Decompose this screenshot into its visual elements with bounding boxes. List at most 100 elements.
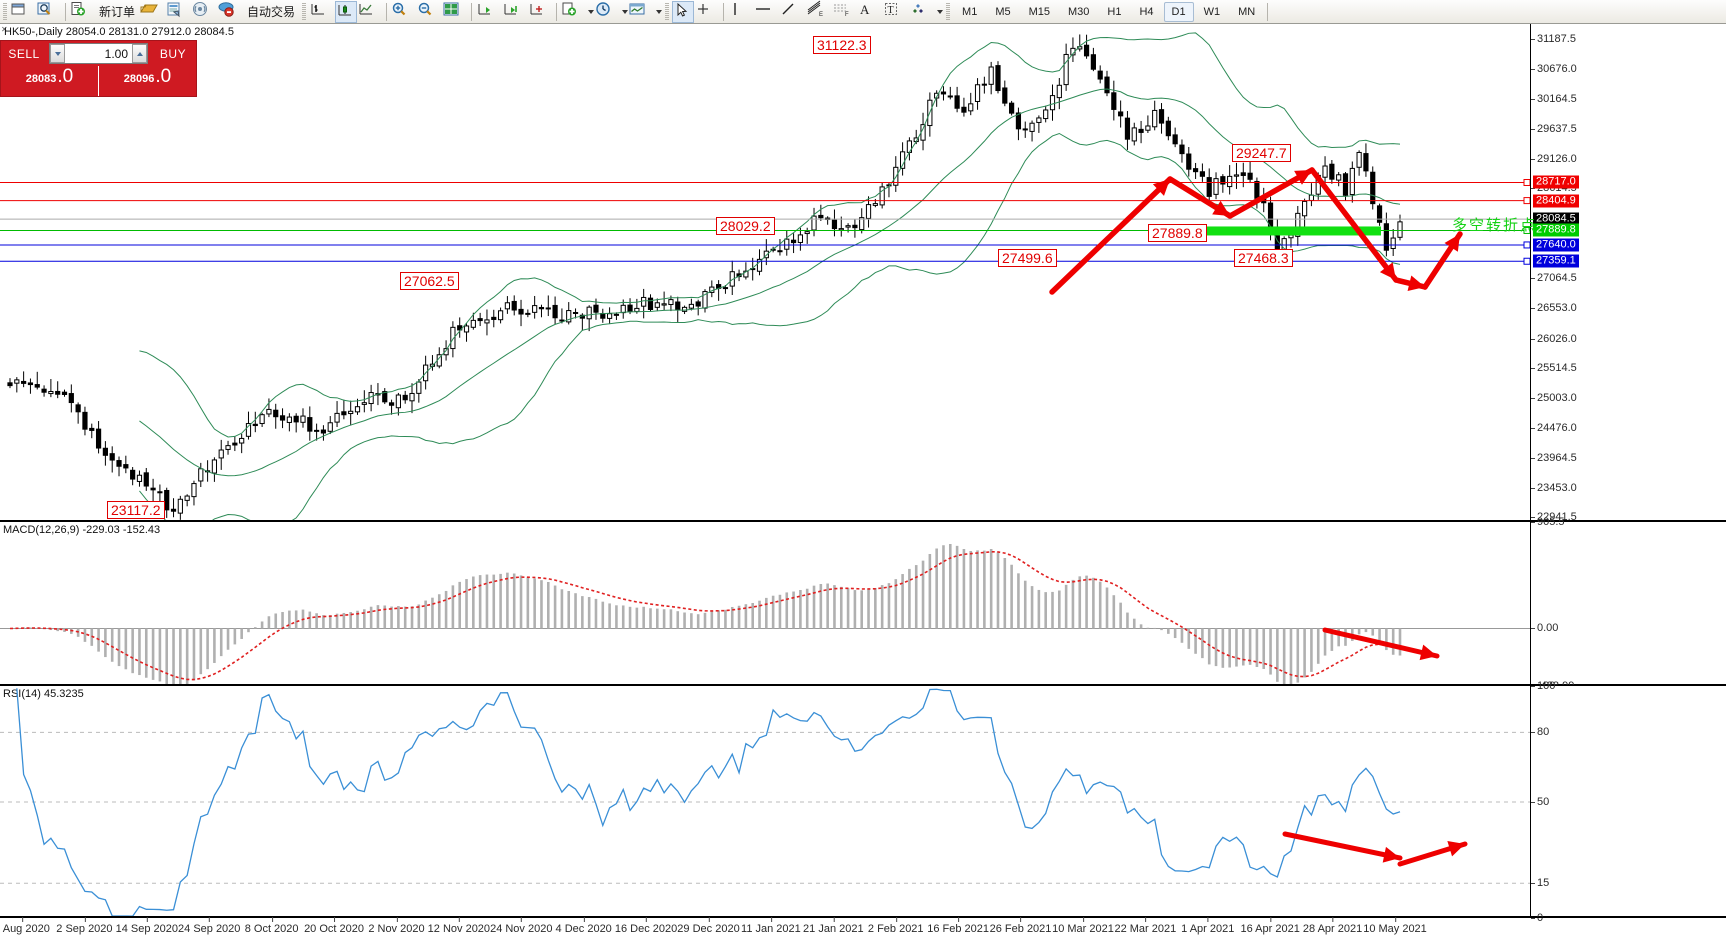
buy-label[interactable]: BUY xyxy=(159,46,187,61)
templates-icon[interactable] xyxy=(628,1,654,23)
macd-y-axis[interactable]: 905.50.00-488.99 xyxy=(1530,516,1726,692)
axis-tick: 100 xyxy=(1530,680,1556,692)
date-tick: 28 Apr 2021 xyxy=(1302,917,1363,935)
volume-increase-button[interactable] xyxy=(132,44,147,63)
chart-symbol-header: HK50-,Daily 28054.0 28131.0 27912.0 2808… xyxy=(4,26,234,38)
axis-tick: 0 xyxy=(1530,912,1544,924)
vertical-line-icon[interactable] xyxy=(727,1,753,23)
crosshair-icon[interactable] xyxy=(694,1,720,23)
price-tag-support[interactable]: 27640.0 xyxy=(1533,238,1579,252)
price-tick: 31187.5 xyxy=(1531,33,1576,46)
date-tick: 2 Feb 2021 xyxy=(867,917,924,935)
equidistant-channel-icon[interactable]: E xyxy=(805,0,831,23)
price-tag-resistance[interactable]: 28404.9 xyxy=(1533,194,1579,208)
line-chart-icon[interactable] xyxy=(357,1,383,23)
trendline-icon[interactable] xyxy=(779,1,805,23)
data-window-icon[interactable] xyxy=(475,1,501,23)
price-tag-resistance[interactable]: 28717.0 xyxy=(1533,175,1579,189)
date-tick: 4 Dec 2020 xyxy=(555,917,612,935)
zoom-in-icon[interactable] xyxy=(390,1,416,23)
toolbar-separator-3 xyxy=(471,2,473,21)
chevron-down-icon[interactable] xyxy=(588,9,595,14)
one-click-trading-panel[interactable]: SELL 1.00 BUY 28083 .0 28096 .0 xyxy=(0,40,197,97)
sell-price-int: 28083 xyxy=(25,73,57,85)
autoscroll-icon[interactable] xyxy=(501,1,527,23)
volume-input[interactable]: 1.00 xyxy=(49,43,148,64)
timeframe-m30[interactable]: M30 xyxy=(1068,5,1090,18)
chart-shift-icon[interactable] xyxy=(527,1,553,23)
objects-list-icon[interactable] xyxy=(909,1,935,23)
text-label-icon[interactable]: A xyxy=(857,1,883,23)
sell-button[interactable]: 28083 .0 xyxy=(1,66,98,96)
chevron-down-icon-3[interactable] xyxy=(656,9,663,14)
rsi-y-axis[interactable]: 100 80 50 15 0 xyxy=(1530,680,1726,924)
price-tick: 24476.0 xyxy=(1531,422,1577,435)
rsi-pane[interactable]: RSI(14) 45.3235 100 80 50 15 0 xyxy=(0,680,1726,924)
new-order-label[interactable]: 新订单 xyxy=(99,5,136,19)
price-tick: 22941.5 xyxy=(1531,511,1577,524)
volume-decrease-button[interactable] xyxy=(50,44,65,63)
timeframe-d1[interactable]: D1 xyxy=(1163,1,1194,22)
rsi-chart-svg xyxy=(0,688,1530,916)
report-icon[interactable] xyxy=(165,1,191,23)
bar-chart-icon[interactable] xyxy=(309,1,335,23)
date-tick: 10 Mar 2021 xyxy=(1052,917,1114,935)
price-tag-support[interactable]: 27359.1 xyxy=(1533,254,1579,268)
price-tag-last-price[interactable]: 28084.5 xyxy=(1533,212,1579,226)
price-tick: 26026.0 xyxy=(1531,332,1577,345)
buy-price-dec: .0 xyxy=(155,66,172,87)
macd-pane[interactable]: MACD(12,26,9) -229.03 -152.43 905.50.00-… xyxy=(0,516,1726,692)
toolbar-grip[interactable] xyxy=(3,2,7,21)
svg-text:T: T xyxy=(888,5,894,16)
timeframe-m1[interactable]: M1 xyxy=(962,5,978,18)
timeframe-h4[interactable]: H4 xyxy=(1139,5,1154,18)
timeframe-h1[interactable]: H1 xyxy=(1107,5,1122,18)
tile-windows-icon[interactable] xyxy=(442,1,468,23)
zoom-out-icon[interactable] xyxy=(416,1,442,23)
price-plot-area[interactable] xyxy=(0,24,1530,520)
price-tag-support[interactable]: 27889.8 xyxy=(1533,223,1579,237)
volume-value[interactable]: 1.00 xyxy=(104,46,128,61)
zoom-region-icon[interactable] xyxy=(36,1,62,23)
expert-advisor-icon[interactable] xyxy=(217,1,243,23)
fibonacci-icon[interactable]: F xyxy=(831,1,857,23)
support-zone-highlight xyxy=(1173,226,1381,236)
rsi-plot-area[interactable] xyxy=(0,686,1530,916)
axis-tick: 15 xyxy=(1530,877,1550,890)
price-chart-pane[interactable]: 31187.530676.030164.529637.529126.028614… xyxy=(0,24,1726,524)
buy-button[interactable]: 28096 .0 xyxy=(99,66,196,96)
timeframe-mn[interactable]: MN xyxy=(1238,5,1256,18)
toolbar-grip-3[interactable] xyxy=(665,2,670,21)
window-icon[interactable] xyxy=(10,1,36,23)
toolbar-grip-4[interactable] xyxy=(946,2,951,21)
close-chart-icon[interactable]: ✕ xyxy=(1,25,8,34)
text-object-icon[interactable]: T xyxy=(883,1,909,23)
date-tick: 3 Aug 2020 xyxy=(0,917,50,935)
cursor-icon[interactable] xyxy=(672,0,695,23)
folder-icon[interactable] xyxy=(139,1,165,23)
timeframe-m15[interactable]: M15 xyxy=(1028,5,1050,18)
timeframe-w1[interactable]: W1 xyxy=(1203,5,1221,18)
toolbar-grip-2[interactable] xyxy=(302,2,307,21)
candlestick-chart-icon[interactable] xyxy=(335,0,358,23)
date-tick: 16 Apr 2021 xyxy=(1240,917,1300,935)
timeframe-m5[interactable]: M5 xyxy=(995,5,1011,18)
macd-plot-area[interactable] xyxy=(0,522,1530,684)
broadcast-icon[interactable] xyxy=(191,1,217,23)
toolbar-separator-2 xyxy=(386,2,388,21)
chevron-down-icon-2[interactable] xyxy=(622,9,629,14)
price-tick: 23453.0 xyxy=(1531,481,1577,494)
price-y-axis[interactable]: 31187.530676.030164.529637.529126.028614… xyxy=(1530,24,1726,524)
chevron-down-icon-4[interactable] xyxy=(937,9,944,14)
wave-analysis-arrows xyxy=(1049,167,1463,295)
date-tick: 2 Sep 2020 xyxy=(56,917,113,935)
price-tick: 30164.5 xyxy=(1531,92,1577,105)
sell-label[interactable]: SELL xyxy=(8,46,40,61)
period-icon[interactable] xyxy=(594,1,620,23)
new-order-icon[interactable] xyxy=(69,1,95,23)
add-indicator-icon[interactable] xyxy=(560,1,586,23)
horizontal-line-icon[interactable] xyxy=(753,1,779,23)
autotrade-label[interactable]: 自动交易 xyxy=(247,5,296,19)
date-tick: 14 Sep 2020 xyxy=(115,917,179,935)
